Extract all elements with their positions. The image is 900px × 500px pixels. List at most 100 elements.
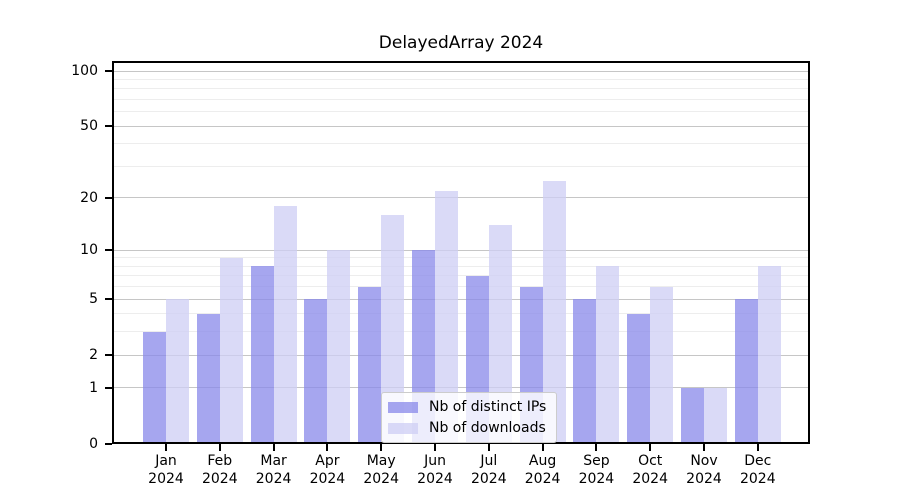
legend-swatch — [388, 422, 418, 434]
y-tick-mark — [105, 125, 112, 128]
x-tick-label-line: 2024 — [686, 471, 722, 487]
x-tick-label: Jan 2024 — [134, 452, 198, 488]
bar-downloads — [704, 387, 727, 444]
legend: Nb of distinct IPs Nb of downloads — [381, 392, 558, 443]
x-tick-label-line: 2024 — [632, 471, 668, 487]
legend-entry: Nb of distinct IPs — [388, 399, 546, 415]
x-tick-label: Mar 2024 — [242, 452, 306, 488]
minor-gridline — [112, 165, 810, 167]
bar-downloads — [381, 215, 405, 444]
bar-distinct-ips — [250, 266, 274, 444]
x-tick-mark — [326, 444, 329, 451]
plot-area — [112, 61, 810, 444]
bar-downloads — [488, 225, 512, 444]
legend-label: Nb of distinct IPs — [429, 399, 547, 415]
y-tick-mark — [105, 386, 112, 389]
x-tick-label: Jul 2024 — [457, 452, 521, 488]
y-tick-mark — [105, 443, 112, 445]
minor-gridline — [112, 98, 810, 100]
bar-distinct-ips — [143, 331, 166, 444]
bar-downloads — [327, 250, 351, 444]
x-tick-label: Sep 2024 — [564, 452, 628, 488]
y-tick-mark — [105, 249, 112, 252]
minor-gridline — [112, 88, 810, 90]
y-tick-label: 100 — [71, 63, 98, 79]
x-tick-label: Aug 2024 — [511, 452, 575, 488]
bar-distinct-ips — [627, 313, 651, 444]
bar-distinct-ips — [358, 286, 382, 444]
y-tick-label: 0 — [89, 436, 98, 452]
x-tick-label: Feb 2024 — [188, 452, 252, 488]
x-tick-label-line: Apr — [315, 453, 340, 469]
x-tick-label-line: Jul — [480, 453, 498, 469]
x-tick-label-line: Dec — [744, 453, 772, 469]
bar-distinct-ips — [734, 299, 758, 444]
x-tick-mark — [272, 444, 275, 451]
major-gridline — [112, 387, 810, 389]
x-tick-label: Apr 2024 — [295, 452, 359, 488]
minor-gridline — [112, 143, 810, 145]
x-tick-label-line: 2024 — [739, 471, 776, 487]
x-tick-label-line: Jan — [155, 453, 177, 469]
minor-gridline — [112, 111, 810, 113]
x-tick-mark — [541, 444, 544, 451]
x-tick-label-line: Sep — [583, 453, 610, 469]
major-gridline — [112, 354, 810, 356]
legend-label: Nb of downloads — [429, 420, 546, 436]
x-tick-mark — [165, 444, 167, 451]
x-tick-label-line: 2024 — [201, 471, 238, 487]
major-gridline — [112, 249, 810, 251]
y-tick-label: 5 — [89, 291, 98, 308]
x-tick-label: Nov 2024 — [672, 452, 736, 488]
major-gridline — [112, 70, 810, 72]
major-gridline — [112, 197, 810, 199]
x-tick-mark — [703, 444, 705, 451]
minor-gridline — [112, 331, 810, 333]
minor-gridline — [112, 275, 810, 277]
bar-downloads — [650, 286, 674, 444]
x-tick-mark — [487, 444, 490, 451]
bar-downloads — [757, 266, 781, 444]
x-tick-label: Dec 2024 — [726, 452, 790, 488]
legend-swatch — [388, 401, 418, 413]
bar-downloads — [596, 266, 620, 444]
bar-downloads — [435, 190, 458, 444]
y-tick-label: 20 — [80, 189, 98, 206]
x-tick-label-line: Feb — [207, 453, 233, 469]
legend-entry: Nb of downloads — [388, 420, 546, 436]
x-tick-label: May 2024 — [349, 452, 413, 488]
x-tick-label-line: May — [366, 453, 396, 469]
x-tick-mark — [380, 444, 383, 451]
bar-downloads — [219, 257, 243, 444]
x-tick-label-line: Mar — [260, 453, 287, 469]
x-tick-label-line: Aug — [528, 453, 557, 469]
y-tick-label: 1 — [89, 379, 98, 396]
bar-distinct-ips — [681, 387, 704, 444]
x-tick-label: Jun 2024 — [403, 452, 467, 488]
y-tick-label: 50 — [80, 118, 98, 135]
minor-gridline — [112, 78, 810, 80]
minor-gridline — [112, 265, 810, 267]
minor-gridline — [112, 257, 810, 259]
x-tick-label-line: 2024 — [578, 471, 615, 487]
y-tick-mark — [105, 196, 112, 199]
bar-downloads — [166, 299, 189, 444]
x-tick-label-line: 2024 — [524, 471, 561, 487]
y-tick-mark — [105, 298, 112, 301]
minor-gridline — [112, 286, 810, 288]
bar-downloads — [542, 180, 566, 444]
y-tick-mark — [105, 70, 112, 72]
bar-downloads — [273, 206, 297, 444]
x-tick-mark — [756, 444, 759, 451]
x-tick-label-line: 2024 — [470, 471, 507, 487]
x-tick-label-line: 2024 — [255, 471, 292, 487]
bar-distinct-ips — [573, 299, 597, 444]
chart-title: DelayedArray 2024 — [378, 33, 544, 53]
x-tick-label: Oct 2024 — [618, 452, 682, 488]
minor-gridline — [112, 313, 810, 315]
x-tick-label-line: 2024 — [148, 471, 184, 487]
x-tick-label-line: 2024 — [417, 471, 453, 487]
x-tick-label-line: Jun — [424, 453, 446, 469]
x-tick-mark — [218, 444, 221, 451]
